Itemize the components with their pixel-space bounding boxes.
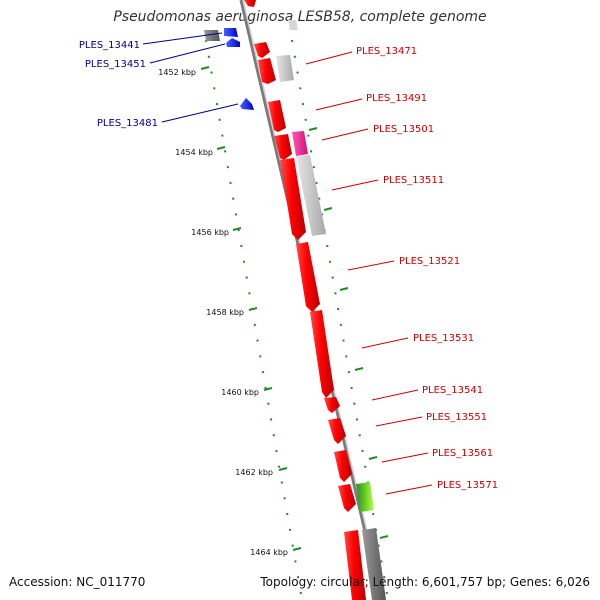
gene-label-ples-13511[interactable]: PLES_13511 <box>383 175 444 186</box>
kbp-label: 1462 kbp <box>235 468 273 477</box>
gene-gray-top-left <box>204 30 220 41</box>
gene-label-ples-13441[interactable]: PLES_13441 <box>79 40 140 51</box>
blue-leader-lines <box>142 32 239 123</box>
gene-ples-13511-partner <box>296 155 326 236</box>
gene-ples-13461[interactable] <box>254 42 270 58</box>
gene-label-ples-13491[interactable]: PLES_13491 <box>366 93 427 104</box>
gene-top-partial[interactable] <box>244 0 256 7</box>
gene-ples-13471-partner <box>276 55 294 82</box>
kbp-label: 1458 kbp <box>206 308 244 317</box>
gene-label-ples-13561[interactable]: PLES_13561 <box>432 448 493 459</box>
gene-ples-13541[interactable] <box>324 397 340 413</box>
kbp-major-ticks <box>200 66 389 551</box>
gene-label-ples-13541[interactable]: PLES_13541 <box>422 385 483 396</box>
red-leader-lines <box>305 51 433 495</box>
genome-stats-text: Topology: circular; Length: 6,601,757 bp… <box>260 575 590 589</box>
gene-ples-13561[interactable] <box>334 450 352 482</box>
gene-ples-13521[interactable] <box>296 242 320 312</box>
gene-label-ples-13451[interactable]: PLES_13451 <box>85 59 146 70</box>
gene-label-ples-13531[interactable]: PLES_13531 <box>413 333 474 344</box>
kbp-label: 1452 kbp <box>158 68 196 77</box>
gene-label-ples-13521[interactable]: PLES_13521 <box>399 256 460 267</box>
tick-track-inner <box>205 39 303 600</box>
gene-ples-13511[interactable] <box>280 158 306 240</box>
accession-text: Accession: NC_011770 <box>9 575 146 589</box>
genome-title: Pseudomonas aeruginosa LESB58, complete … <box>113 9 487 25</box>
gene-label-ples-13481[interactable]: PLES_13481 <box>97 118 158 129</box>
forward-strand-features <box>244 0 386 600</box>
kbp-label: 1456 kbp <box>191 228 229 237</box>
gene-ples-13501[interactable] <box>274 134 292 160</box>
gene-label-ples-13571[interactable]: PLES_13571 <box>437 480 498 491</box>
gene-label-ples-13471[interactable]: PLES_13471 <box>356 46 417 57</box>
trna-ples-13501[interactable] <box>292 131 308 156</box>
gene-ples-13571-partner <box>356 482 374 512</box>
reverse-strand-features <box>204 28 254 110</box>
gene-ples-13471[interactable] <box>258 58 276 84</box>
gene-bottom-red[interactable] <box>344 530 366 600</box>
gene-ples-13571[interactable] <box>338 484 356 512</box>
gene-label-ples-13501[interactable]: PLES_13501 <box>373 124 434 135</box>
gene-label-ples-13551[interactable]: PLES_13551 <box>426 412 487 423</box>
gene-ples-13491[interactable] <box>268 100 286 132</box>
gene-ples-13451[interactable] <box>226 38 240 47</box>
gene-top-right-gray <box>288 20 298 30</box>
gene-ples-13531[interactable] <box>310 310 334 398</box>
kbp-label: 1464 kbp <box>250 548 288 557</box>
gene-ples-13551[interactable] <box>328 418 346 444</box>
kbp-label: 1454 kbp <box>175 148 213 157</box>
gene-bottom-gray <box>362 528 386 600</box>
kbp-label: 1460 kbp <box>221 388 259 397</box>
gene-ples-13481[interactable] <box>240 98 254 110</box>
gene-ples-13441[interactable] <box>224 28 238 37</box>
